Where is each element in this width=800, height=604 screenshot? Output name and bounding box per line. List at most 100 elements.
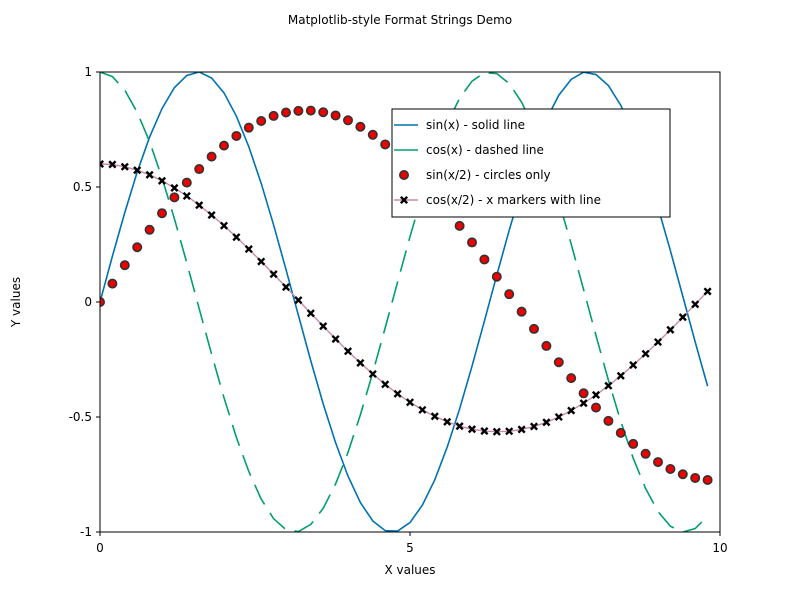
series-sinhalf-point <box>590 402 601 413</box>
series-coshalf-point <box>505 427 514 436</box>
series-coshalf-point <box>108 160 117 169</box>
legend-swatch-sinhalf <box>398 170 409 181</box>
series-coshalf-point <box>567 406 576 415</box>
series-coshalf-point <box>219 221 229 230</box>
series-coshalf-point <box>703 287 712 296</box>
series-coshalf-point <box>579 399 588 408</box>
legend-label: sin(x/2) - circles only <box>426 168 551 182</box>
series-coshalf-point <box>529 422 539 431</box>
y-tick-label: 0.5 <box>73 180 92 194</box>
series-sinhalf-point <box>206 151 217 162</box>
series-sinhalf-point <box>516 306 527 317</box>
series-sinhalf-point <box>603 415 614 426</box>
series-sinhalf-point <box>690 472 701 483</box>
series-sinhalf-point <box>231 130 242 141</box>
series-coshalf-point <box>257 257 266 266</box>
series-coshalf-point <box>319 322 328 331</box>
legend-label: cos(x) - dashed line <box>426 143 544 157</box>
series-coshalf-point <box>356 358 365 367</box>
series-coshalf-point <box>604 381 613 390</box>
series-sinhalf-point <box>566 373 577 384</box>
x-tick-label: 5 <box>406 541 414 555</box>
series-coshalf-point <box>678 313 687 322</box>
series-coshalf-point <box>145 170 154 179</box>
series-sinhalf-point <box>355 121 366 132</box>
series-coshalf-point <box>666 325 675 334</box>
series-sinhalf-point <box>268 110 279 121</box>
y-tick-label: -0.5 <box>69 410 92 424</box>
series-coshalf-point <box>455 422 464 431</box>
legend-swatch-coshalf <box>394 195 418 205</box>
y-tick-label: 1 <box>84 65 92 79</box>
chart-title: Matplotlib-style Format Strings Demo <box>288 13 512 27</box>
series-coshalf-point <box>207 211 216 220</box>
series-sinhalf-point <box>194 164 205 175</box>
series-coshalf-point <box>554 412 563 422</box>
series-sinhalf-point <box>628 438 639 449</box>
series-sinhalf-point <box>169 192 180 203</box>
x-axis-label: X values <box>384 563 435 577</box>
series-sinhalf-point <box>578 388 589 399</box>
series-sinhalf-point <box>541 340 552 351</box>
legend-label: sin(x) - solid line <box>426 118 525 132</box>
series-sin-line <box>100 72 709 532</box>
series-sinhalf-point <box>293 105 304 116</box>
series-sinhalf-point <box>342 115 353 126</box>
series-sinhalf-point <box>504 289 515 300</box>
series-coshalf-point <box>100 159 105 169</box>
series-coshalf-point <box>641 349 650 358</box>
legend: sin(x) - solid line cos(x) - dashed line s… <box>391 108 671 218</box>
legend-label: cos(x/2) - x markers with line <box>426 193 601 207</box>
series-coshalf-point <box>591 390 601 399</box>
series-sinhalf-point <box>702 475 713 486</box>
series-cos-dashed-line <box>100 72 709 532</box>
series-sinhalf-point <box>305 105 316 116</box>
series-coshalf-point <box>244 245 253 254</box>
series-coshalf-point <box>381 380 390 389</box>
x-axis-ticks: 0 5 10 <box>96 532 728 555</box>
y-axis-label: Y values <box>9 277 23 328</box>
series-sinhalf-point <box>466 237 477 248</box>
series-sinhalf-point <box>479 254 490 265</box>
series-coshalf-point <box>182 191 191 201</box>
series-coshalf-point <box>542 418 551 427</box>
series-sinhalf-point <box>280 107 291 118</box>
y-tick-label: -1 <box>80 525 92 539</box>
series-coshalf-point <box>368 369 377 379</box>
series-coshalf-point <box>133 166 142 175</box>
series-sinhalf-point <box>318 107 329 118</box>
x-tick-label: 0 <box>96 541 104 555</box>
series-coshalf-point <box>492 427 501 436</box>
series-coshalf-point <box>343 347 353 356</box>
series-sinhalf-point <box>144 224 155 235</box>
series-coshalf-point <box>467 425 477 434</box>
series-sinhalf-point <box>665 463 676 474</box>
series-coshalf-point <box>393 389 402 398</box>
series-coshalf-point <box>629 360 638 370</box>
series-sinhalf-point <box>553 357 564 368</box>
series-coshalf-point <box>157 176 167 185</box>
series-sinhalf-point <box>181 177 192 188</box>
y-axis-ticks: -1 -0.5 0 0.5 1 <box>69 65 100 539</box>
series-sinhalf-point <box>380 139 391 150</box>
series-coshalf-point <box>691 300 700 309</box>
series-coshalf-point <box>517 425 526 434</box>
series-coshalf-point <box>195 201 204 210</box>
series-sinhalf-point <box>677 469 688 480</box>
series-coshalf-point <box>430 412 439 421</box>
series-sinhalf-point <box>107 278 118 289</box>
series-sinhalf-point <box>119 260 130 271</box>
series-sinhalf-point <box>157 208 168 219</box>
series-coshalf-point <box>281 283 291 292</box>
series-coshalf-point <box>616 371 625 380</box>
series-sinhalf-point <box>640 448 651 459</box>
series-sinhalf-point <box>491 271 502 282</box>
series-sinhalf-point <box>528 323 539 334</box>
series-sinhalf-point <box>256 115 267 126</box>
y-tick-label: 0 <box>84 295 92 309</box>
series-coshalf-point <box>405 398 415 407</box>
series-sinhalf-point <box>615 427 626 438</box>
series-coshalf-point <box>331 334 340 344</box>
series-sinhalf-point <box>454 220 465 231</box>
